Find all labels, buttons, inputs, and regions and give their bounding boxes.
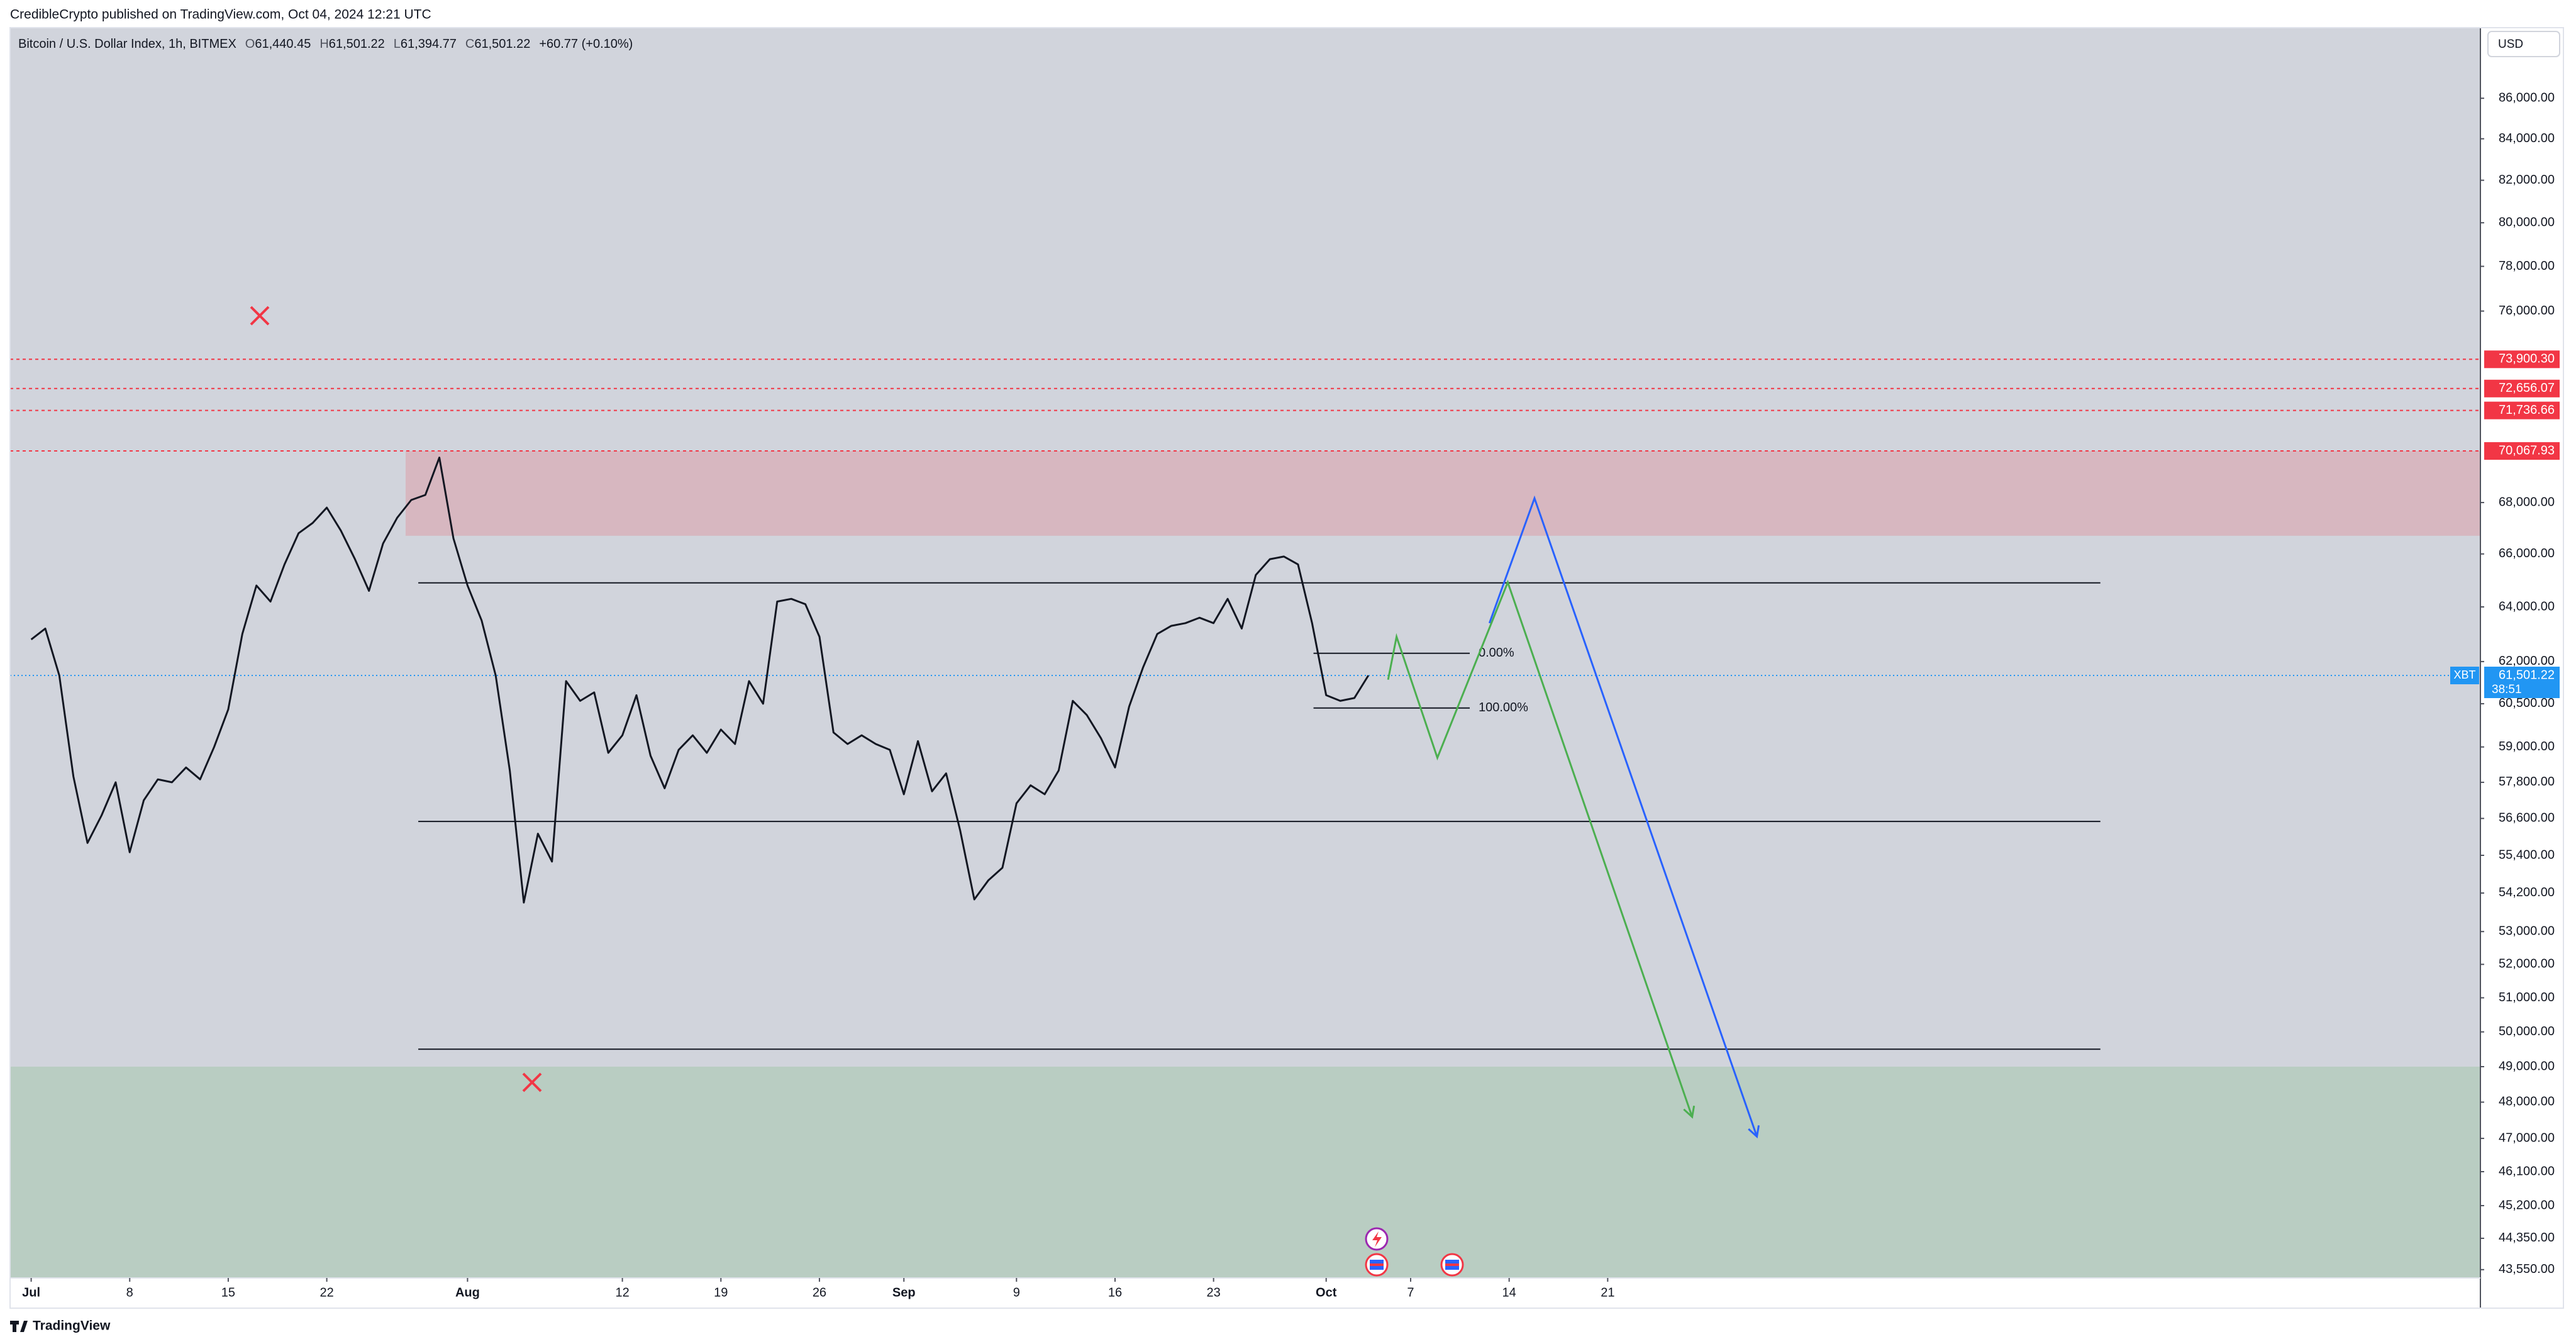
y-tick-label: 52,000.00	[2499, 957, 2555, 971]
x-tick-label: 7	[1407, 1286, 1414, 1299]
ohlc-label: L	[394, 37, 401, 51]
y-tick-label: 78,000.00	[2499, 259, 2555, 273]
last-price-label: 61,501.22	[2499, 668, 2555, 682]
currency-button[interactable]	[2487, 31, 2560, 57]
y-tick-label: 80,000.00	[2499, 215, 2555, 229]
x-tick-label: Jul	[22, 1286, 40, 1299]
y-tick-label: 47,000.00	[2499, 1131, 2555, 1145]
zone	[10, 1067, 2480, 1278]
y-tick-label: 86,000.00	[2499, 91, 2555, 105]
y-tick-label: 62,000.00	[2499, 654, 2555, 668]
x-tick-label: 23	[1207, 1286, 1221, 1299]
brand-logo	[10, 1321, 28, 1332]
legend-change: +60.77 (+0.10%)	[539, 37, 633, 51]
projection	[1488, 495, 1758, 1137]
y-tick-label: 59,000.00	[2499, 740, 2555, 753]
y-tick-label: 43,550.00	[2499, 1262, 2555, 1276]
y-tick-label: 54,200.00	[2499, 886, 2555, 899]
y-tick-label: 76,000.00	[2499, 304, 2555, 318]
y-tick-label: 53,000.00	[2499, 925, 2555, 938]
y-tick-label: 49,000.00	[2499, 1059, 2555, 1073]
price-label-box	[2484, 350, 2560, 369]
price-label: 71,736.66	[2499, 403, 2555, 417]
price-label-box	[2484, 401, 2560, 419]
y-tick-label: 56,600.00	[2499, 811, 2555, 825]
x-tick-label: 21	[1601, 1286, 1614, 1299]
price-label-box	[2484, 379, 2560, 397]
y-tick-label: 46,100.00	[2499, 1164, 2555, 1178]
fib-label: 100.00%	[1479, 701, 1528, 714]
x-marker	[250, 306, 270, 326]
legend: Bitcoin / U.S. Dollar Index, 1h, BITMEX O…	[18, 37, 633, 51]
last-price-symbol: XBT	[2453, 669, 2475, 681]
x-tick-label: 9	[1013, 1286, 1020, 1299]
y-tick-label: 82,000.00	[2499, 173, 2555, 187]
y-tick-label: 84,000.00	[2499, 131, 2555, 145]
x-tick-label: 16	[1108, 1286, 1122, 1299]
event-icon[interactable]	[1365, 1227, 1389, 1251]
price-label: 73,900.30	[2499, 352, 2555, 366]
y-tick-label: 48,000.00	[2499, 1095, 2555, 1109]
x-tick-label: 8	[126, 1286, 133, 1299]
ohlc-label: H	[319, 37, 328, 51]
y-tick-label: 50,000.00	[2499, 1025, 2555, 1038]
event-icon[interactable]	[1365, 1253, 1389, 1277]
price-label-box	[2484, 442, 2560, 460]
x-tick-label: 12	[615, 1286, 629, 1299]
x-tick-label: Oct	[1316, 1286, 1337, 1299]
header: CredibleCrypto published on TradingView.…	[10, 8, 431, 22]
ohlc-value: 61,501.22	[329, 37, 385, 51]
ohlc-value: 61,501.22	[474, 37, 530, 51]
price-label: 70,067.93	[2499, 443, 2555, 457]
y-tick-label: 55,400.00	[2499, 848, 2555, 862]
frame	[9, 27, 2564, 1309]
x-tick-label: 15	[221, 1286, 235, 1299]
brand: TradingView	[33, 1319, 111, 1333]
y-tick-label: 66,000.00	[2499, 547, 2555, 560]
y-tick-label: 51,000.00	[2499, 991, 2555, 1004]
y-tick-label: 57,800.00	[2499, 775, 2555, 789]
y-tick-label: 45,200.00	[2499, 1198, 2555, 1212]
plot: 0.00% 100.00%	[10, 358, 2480, 1278]
ohlc-label: O	[245, 37, 255, 51]
event-icon[interactable]	[1440, 1253, 1464, 1277]
legend-title: Bitcoin / U.S. Dollar Index, 1h, BITMEX	[18, 37, 236, 51]
x-tick-label: 19	[714, 1286, 728, 1299]
arrow-head	[1748, 1125, 1760, 1139]
x-tick-label: 14	[1502, 1286, 1516, 1299]
fib-label: 0.00%	[1479, 646, 1514, 660]
plot-area	[10, 28, 2480, 1278]
y-tick-label: 68,000.00	[2499, 495, 2555, 509]
x-tick-label: 26	[813, 1286, 826, 1299]
ohlc-value: 61,440.45	[255, 37, 311, 51]
x-tick-label: 22	[319, 1286, 333, 1299]
ohlc-value: 61,394.77	[401, 37, 457, 51]
price-line-series	[30, 457, 1370, 904]
x-marker	[522, 1072, 542, 1092]
projection	[1387, 579, 1694, 1118]
x-tick-label: Sep	[892, 1286, 916, 1299]
x-tick-label: Aug	[455, 1286, 480, 1299]
arrow-head	[1683, 1105, 1696, 1119]
currency[interactable]: USD	[2498, 38, 2523, 51]
y-tick-label: 44,350.00	[2499, 1231, 2555, 1245]
price-label: 72,656.07	[2499, 381, 2555, 395]
last-price-symbol-box	[2450, 667, 2479, 685]
zone	[405, 451, 2480, 536]
ohlc-label: C	[465, 37, 474, 51]
last-price-countdown: 38:51	[2492, 683, 2522, 696]
y-tick-label: 60,500.00	[2499, 696, 2555, 710]
last-price-box	[2484, 667, 2560, 699]
y-tick-label: 64,000.00	[2499, 599, 2555, 613]
